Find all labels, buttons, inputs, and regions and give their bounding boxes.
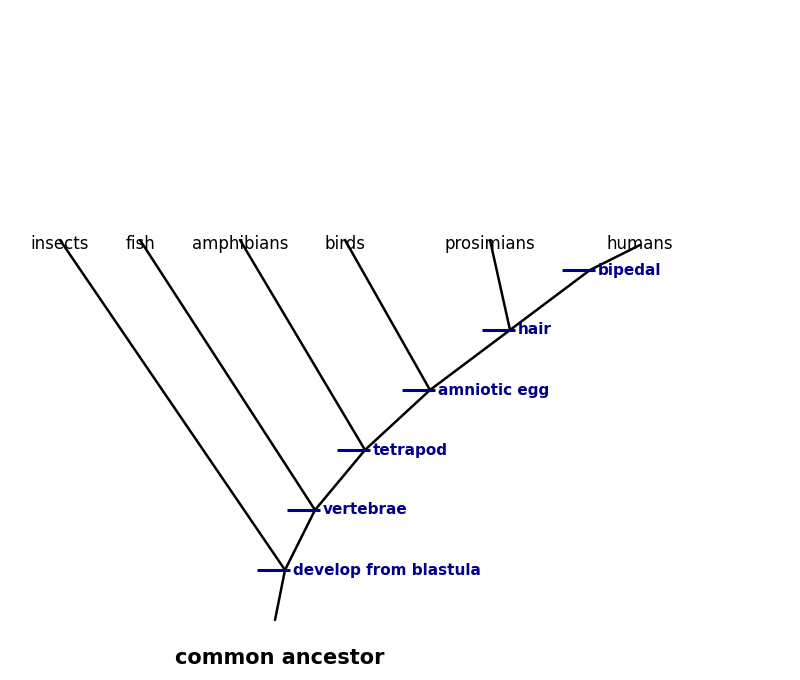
- Text: tetrapod: tetrapod: [373, 443, 448, 458]
- Text: birds: birds: [325, 235, 366, 253]
- Text: prosimians: prosimians: [445, 235, 535, 253]
- Text: bipedal: bipedal: [598, 262, 662, 277]
- Text: common ancestor: common ancestor: [175, 648, 385, 668]
- Text: amphibians: amphibians: [192, 235, 288, 253]
- Text: insects: insects: [30, 235, 90, 253]
- Text: humans: humans: [606, 235, 674, 253]
- Text: hair: hair: [518, 322, 552, 337]
- Text: fish: fish: [125, 235, 155, 253]
- Text: develop from blastula: develop from blastula: [293, 562, 481, 577]
- Text: amniotic egg: amniotic egg: [438, 382, 550, 398]
- Text: vertebrae: vertebrae: [323, 503, 408, 517]
